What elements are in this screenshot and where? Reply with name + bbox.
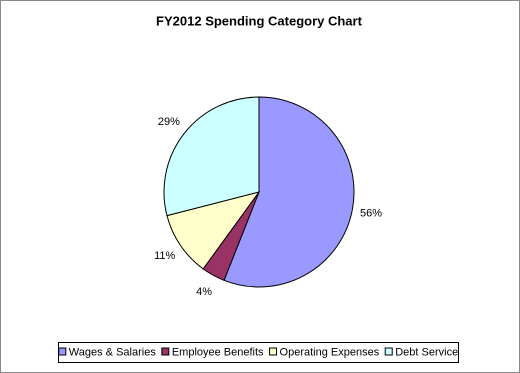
pie-slice (166, 191, 261, 270)
pie-slice (163, 96, 260, 217)
legend-swatch (269, 347, 278, 356)
legend: Wages & Salaries Employee Benefits Operati… (58, 346, 458, 358)
data-label: 4% (196, 286, 212, 298)
pie-slice (223, 96, 355, 288)
chart-title: FY2012 Spending Category Chart (156, 13, 363, 28)
data-label: 11% (154, 250, 175, 262)
legend-swatch (161, 347, 170, 356)
legend-swatch (58, 347, 67, 356)
legend-label: Operating Expenses (280, 346, 380, 358)
legend-swatch (384, 347, 393, 356)
legend-label: Debt Service (395, 346, 458, 358)
legend-label: Employee Benefits (172, 346, 264, 358)
data-label: 56% (360, 207, 382, 219)
legend-label: Wages & Salaries (69, 346, 157, 358)
data-label: 29% (158, 116, 180, 128)
